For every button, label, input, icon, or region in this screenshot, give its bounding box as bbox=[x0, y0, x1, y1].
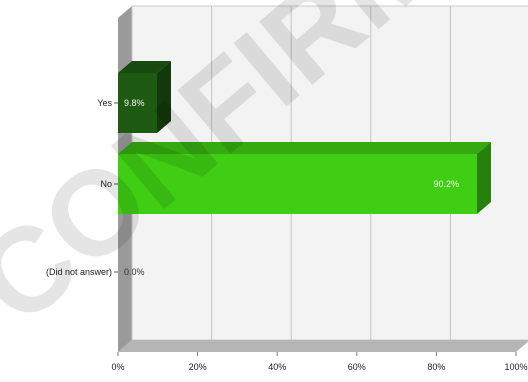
floor bbox=[118, 340, 528, 352]
x-tick-label-4: 80% bbox=[427, 362, 445, 372]
x-tick-label-5: 100% bbox=[504, 362, 527, 372]
data-label-1: 90.2% bbox=[433, 179, 459, 189]
labels-layer: Yes No (Did not answer) 0% 20% 40% 60% 80% 100% 9… bbox=[46, 98, 528, 372]
category-label-2: (Did not answer) bbox=[46, 267, 112, 277]
bars-layer bbox=[118, 61, 491, 214]
x-tick-label-1: 20% bbox=[189, 362, 207, 372]
x-tick-label-0: 0% bbox=[111, 362, 124, 372]
category-label-0: Yes bbox=[97, 98, 112, 108]
bar-side-1 bbox=[476, 142, 491, 214]
bar-top-0 bbox=[118, 61, 172, 73]
bar-top-1 bbox=[118, 142, 491, 154]
x-tick-label-3: 60% bbox=[348, 362, 366, 372]
bar-1 bbox=[118, 154, 477, 214]
category-label-1: No bbox=[100, 179, 112, 189]
data-label-0: 9.8% bbox=[124, 98, 145, 108]
bar-side-0 bbox=[157, 61, 172, 133]
data-label-2: 0.0% bbox=[124, 267, 145, 277]
axis-layer bbox=[114, 102, 517, 356]
bar-0 bbox=[118, 73, 158, 133]
x-tick-label-2: 40% bbox=[268, 362, 286, 372]
